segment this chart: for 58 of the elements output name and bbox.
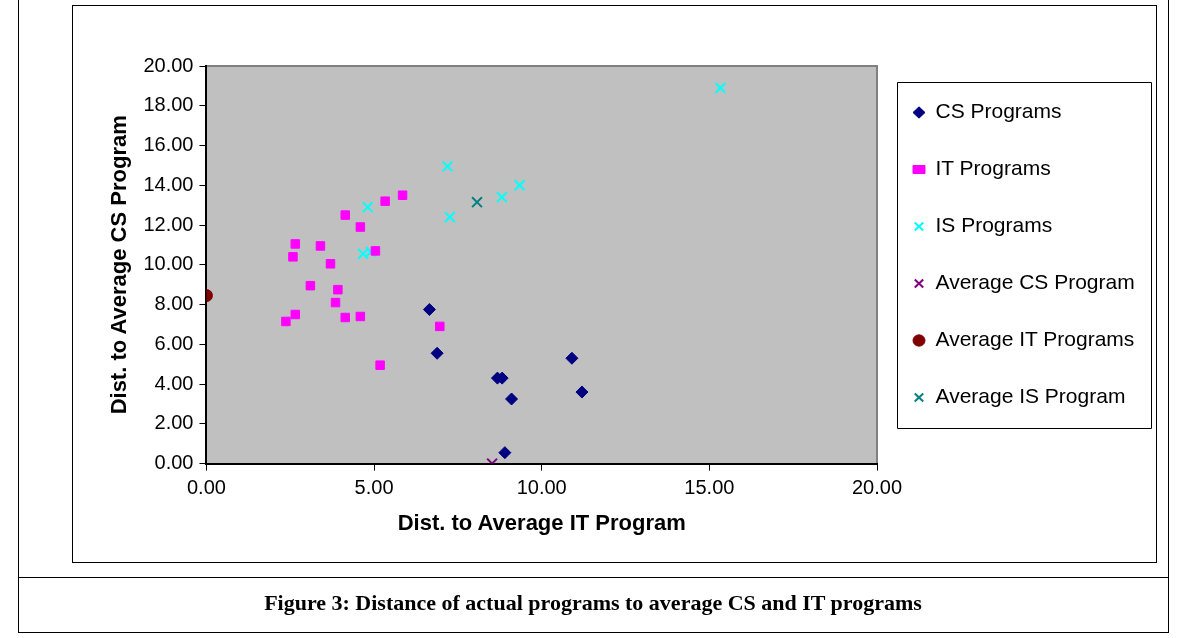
legend-label: CS Programs [935,99,1062,123]
y-tick-label: 14.00 [143,172,194,195]
legend-label: Average IT Programs [935,327,1135,351]
point [281,316,291,327]
y-tick-label: 10.00 [143,252,194,275]
point [430,346,444,360]
point [355,222,366,232]
y-tick-label: 8.00 [154,292,194,315]
x-tick-label: 15.00 [684,476,735,499]
point [340,312,350,323]
legend-label: Average IS Program [935,384,1126,408]
y-tick-label: 16.00 [143,133,194,156]
point [441,160,454,173]
point [361,201,374,214]
point [714,81,727,94]
point [364,245,377,258]
point [288,252,298,262]
point [355,311,366,322]
point [471,196,483,209]
y-tick-label: 12.00 [143,212,194,235]
y-tick-label: 4.00 [154,371,194,394]
point [357,247,369,260]
point [495,191,508,204]
x-tick-label: 0.00 [186,476,226,499]
x-tick-label: 10.00 [516,476,567,499]
y-tick-label: 0.00 [154,451,194,474]
point [333,284,343,295]
point [290,309,301,320]
x-tick-label: 5.00 [354,476,394,499]
y-tick-label: 18.00 [143,93,194,116]
point [375,360,385,370]
point [330,297,341,308]
legend-label: Average CS Program [935,270,1135,294]
point [435,321,445,332]
y-tick-label: 2.00 [154,411,194,434]
point [575,385,589,399]
point [513,179,526,192]
caption: Figure 3: Distance of actual programs to average CS and IT programs [263,590,923,616]
x-axis-title: Dist. to Average IT Program [397,509,686,535]
point [422,303,436,317]
y-tick-label: 20.00 [143,53,194,76]
legend-label: IT Programs [935,156,1051,180]
point [380,196,390,206]
x-tick-label: 20.00 [851,476,903,499]
point [397,190,408,200]
y-tick-label: 6.00 [154,331,194,354]
point [315,241,326,251]
point [305,280,316,291]
y-axis-title: Dist. to Average CS Program [106,115,132,415]
point [325,259,336,269]
point [565,351,579,365]
point [505,392,519,406]
point [498,446,512,460]
legend-label: IS Programs [935,213,1053,237]
point [340,210,350,220]
point [443,211,456,224]
point [290,239,301,249]
point [370,246,381,256]
